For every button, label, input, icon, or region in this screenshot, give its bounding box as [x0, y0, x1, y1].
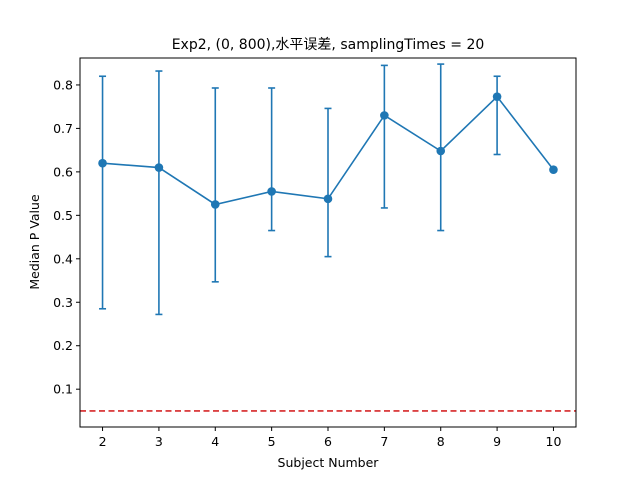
y-tick-label: 0.6: [53, 164, 73, 179]
data-point: [210, 200, 220, 209]
y-tick-label: 0.8: [53, 77, 73, 92]
data-point: [98, 158, 107, 168]
plot-layer: [80, 63, 576, 412]
y-tick-label: 0.1: [53, 382, 73, 397]
y-tick-label: 0.3: [53, 295, 73, 310]
x-tick-label: 9: [493, 434, 501, 449]
axis-layer: 2 3 4 5 6 7 8 9 10 0.1 0.2 0.3 0.4 0.5 0.6 0.7 0.8: [53, 57, 577, 449]
y-axis-label: Median P Value: [27, 194, 42, 290]
x-tick-label: 5: [268, 434, 276, 449]
x-tick-label: 8: [437, 434, 445, 449]
y-tick-label: 0.7: [53, 121, 73, 136]
data-point: [323, 194, 333, 204]
x-tick-label: 10: [546, 434, 562, 449]
y-tick-label: 0.4: [53, 251, 73, 266]
x-tick-label: 4: [211, 434, 219, 449]
data-point: [492, 92, 502, 101]
x-axis-label: Subject Number: [278, 455, 380, 470]
data-point: [380, 111, 389, 120]
data-point: [436, 146, 446, 156]
x-tick-label: 3: [155, 434, 163, 449]
x-tick-label: 2: [99, 434, 107, 449]
x-tick-label: 6: [324, 434, 332, 449]
x-tick-label: 7: [380, 434, 388, 449]
chart-title: Exp2, (0, 800),水平误差, samplingTimes = 20: [172, 37, 485, 53]
y-tick-label: 0.2: [53, 338, 73, 353]
data-point: [154, 163, 164, 172]
data-point: [267, 187, 276, 196]
y-tick-label: 0.5: [53, 208, 73, 223]
data-point: [549, 165, 558, 174]
